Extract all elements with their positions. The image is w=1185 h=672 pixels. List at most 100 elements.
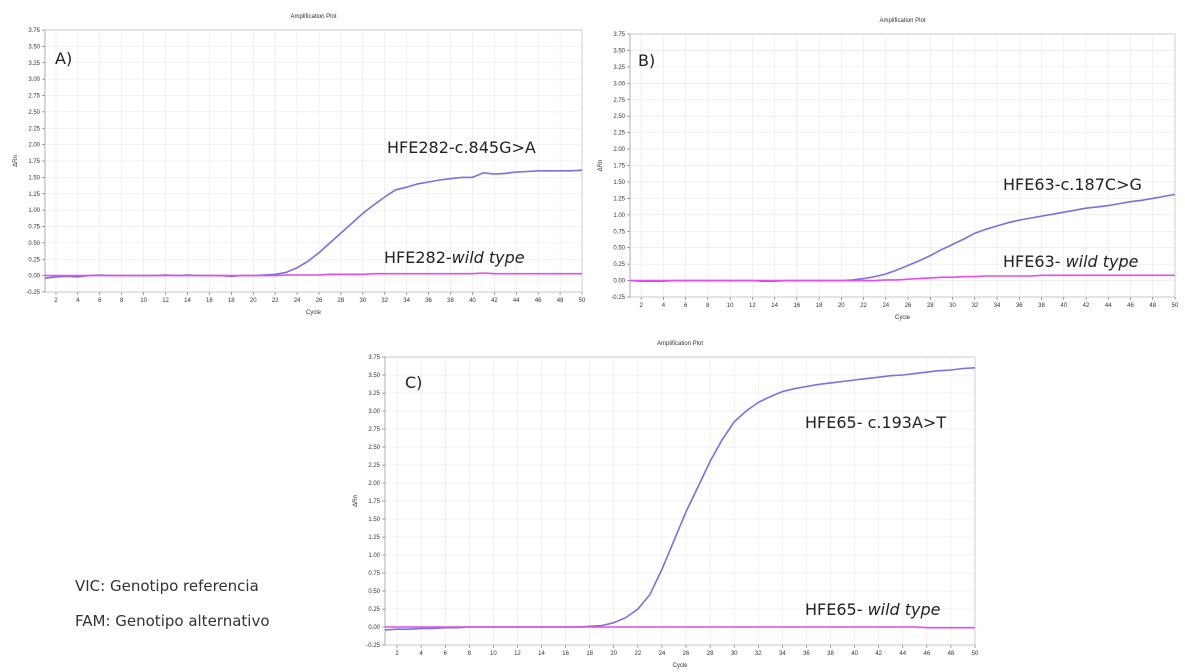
- y-tick-label: 0.00: [28, 274, 40, 280]
- x-tick-label: 26: [683, 651, 690, 657]
- x-tick-label: 26: [905, 303, 912, 309]
- x-tick-label: 16: [206, 298, 213, 304]
- x-tick-label: 30: [359, 298, 366, 304]
- amplification-curve: [630, 274, 1175, 282]
- y-tick-label: 2.25: [28, 126, 40, 132]
- y-tick-label: 0.25: [613, 262, 625, 268]
- y-tick-label: 3.25: [28, 61, 40, 67]
- y-tick-label: 0.25: [368, 607, 380, 613]
- x-tick-label: 42: [875, 651, 882, 657]
- y-axis-label: ΔRn: [598, 160, 604, 172]
- x-tick-label: 12: [749, 303, 756, 309]
- y-tick-label: 2.00: [28, 143, 40, 149]
- x-tick-label: 18: [816, 303, 823, 309]
- y-tick-label: 3.25: [613, 65, 625, 71]
- y-tick-label: 0.50: [368, 589, 380, 595]
- x-tick-label: 22: [635, 651, 642, 657]
- annotation-text: HFE282-c.845G>A: [387, 138, 536, 157]
- x-tick-label: 38: [827, 651, 834, 657]
- y-tick-label: 2.75: [613, 98, 625, 104]
- x-tick-label: 48: [1149, 303, 1156, 309]
- x-axis-label: Cycle: [672, 663, 688, 669]
- x-tick-label: 10: [727, 303, 734, 309]
- y-tick-label: 2.75: [28, 94, 40, 100]
- annotation-text: HFE65-: [805, 600, 868, 619]
- x-tick-label: 38: [447, 298, 454, 304]
- x-tick-label: 40: [851, 651, 858, 657]
- y-tick-label: 0.50: [613, 246, 625, 252]
- y-tick-label: 1.50: [28, 175, 40, 181]
- y-tick-label: 3.75: [613, 32, 625, 38]
- y-tick-label: 1.25: [28, 192, 40, 198]
- x-tick-label: 2: [54, 298, 58, 304]
- x-tick-label: 6: [684, 303, 688, 309]
- x-tick-label: 6: [98, 298, 102, 304]
- x-tick-label: 12: [162, 298, 169, 304]
- chart-title: Amplification Plot: [879, 18, 925, 24]
- y-tick-label: 2.75: [368, 427, 380, 433]
- y-tick-label: 0.50: [28, 241, 40, 247]
- panel-label: A): [55, 49, 72, 68]
- x-tick-label: 22: [272, 298, 279, 304]
- x-tick-label: 20: [250, 298, 257, 304]
- x-tick-label: 4: [662, 303, 666, 309]
- annotation: HFE282-c.845G>A: [387, 138, 536, 157]
- annotation-text: HFE282-: [384, 248, 452, 267]
- legend-entry: VIC: Genotipo referencia: [75, 577, 259, 595]
- y-tick-label: 2.50: [613, 114, 625, 120]
- y-tick-label: 2.00: [613, 147, 625, 153]
- y-tick-label: 1.00: [613, 213, 625, 219]
- x-tick-label: 6: [444, 651, 448, 657]
- x-tick-label: 24: [659, 651, 666, 657]
- x-tick-label: 40: [1060, 303, 1067, 309]
- x-tick-label: 14: [771, 303, 778, 309]
- y-tick-label: 0.75: [28, 225, 40, 231]
- y-tick-label: 1.25: [613, 196, 625, 202]
- x-tick-label: 8: [706, 303, 710, 309]
- x-axis-label: Cycle: [306, 310, 322, 316]
- x-tick-label: 2: [639, 303, 643, 309]
- y-tick-label: 3.50: [368, 373, 380, 379]
- x-tick-label: 24: [294, 298, 301, 304]
- x-tick-label: 4: [76, 298, 80, 304]
- x-tick-label: 38: [1038, 303, 1045, 309]
- x-tick-label: 42: [1083, 303, 1090, 309]
- x-tick-label: 46: [535, 298, 542, 304]
- x-tick-label: 2: [395, 651, 399, 657]
- y-tick-label: 1.00: [368, 553, 380, 559]
- x-tick-label: 42: [491, 298, 498, 304]
- y-tick-label: 3.25: [368, 391, 380, 397]
- x-tick-label: 4: [419, 651, 423, 657]
- annotation: HFE282-wild type: [384, 248, 525, 267]
- x-tick-label: 50: [579, 298, 586, 304]
- x-tick-label: 46: [923, 651, 930, 657]
- annotation-text: HFE63-: [1003, 252, 1066, 271]
- legend-entry: FAM: Genotipo alternativo: [75, 612, 270, 630]
- y-tick-label: 0.25: [28, 257, 40, 263]
- x-tick-label: 46: [1127, 303, 1134, 309]
- annotation-italic: wild type: [1066, 252, 1139, 271]
- x-tick-label: 34: [779, 651, 786, 657]
- annotation: HFE63-c.187C>G: [1003, 175, 1142, 194]
- x-tick-label: 32: [755, 651, 762, 657]
- x-tick-label: 48: [557, 298, 564, 304]
- y-tick-label: -0.25: [611, 295, 625, 301]
- y-tick-label: 2.25: [613, 131, 625, 137]
- chart-title: Amplification Plot: [290, 14, 336, 20]
- y-tick-label: 1.75: [613, 164, 625, 170]
- y-tick-label: 0.75: [613, 229, 625, 235]
- annotation: HFE65- c.193A>T: [805, 413, 946, 432]
- x-tick-label: 18: [586, 651, 593, 657]
- y-tick-label: 3.75: [28, 28, 40, 34]
- x-tick-label: 8: [120, 298, 124, 304]
- x-tick-label: 40: [469, 298, 476, 304]
- x-tick-label: 50: [972, 651, 979, 657]
- x-tick-label: 28: [707, 651, 714, 657]
- y-tick-label: 3.00: [28, 77, 40, 83]
- x-tick-label: 24: [882, 303, 889, 309]
- y-axis-label: ΔRn: [353, 495, 359, 507]
- x-tick-label: 30: [949, 303, 956, 309]
- y-tick-label: 1.50: [368, 517, 380, 523]
- y-tick-label: -0.25: [26, 290, 40, 296]
